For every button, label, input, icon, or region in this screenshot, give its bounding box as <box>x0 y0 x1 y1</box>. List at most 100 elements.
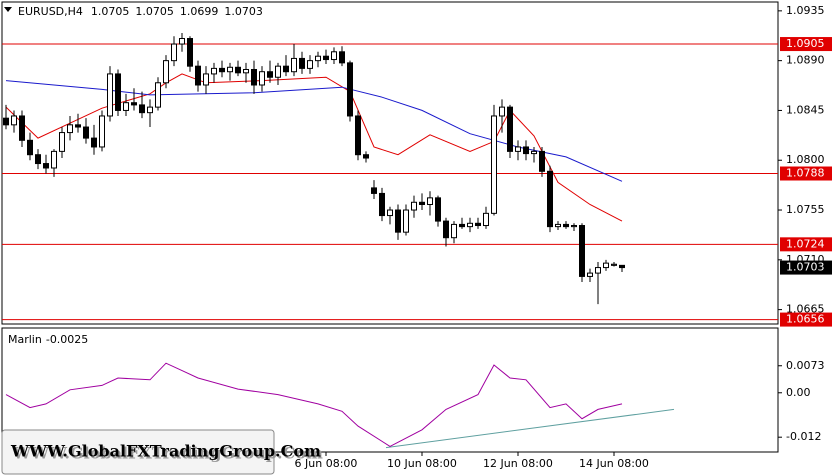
level-label: 1.0905 <box>786 37 825 50</box>
candle-body <box>611 263 617 266</box>
candle-body <box>147 106 153 114</box>
candle-body <box>403 209 409 233</box>
candle-body <box>187 38 193 67</box>
candle-body <box>3 117 9 126</box>
candle-body <box>91 137 97 148</box>
level-label-box <box>780 312 832 327</box>
candle-body <box>619 264 625 269</box>
level-label-box <box>780 237 832 252</box>
candle-body <box>203 73 209 86</box>
candle-body <box>131 102 137 106</box>
candle-body <box>515 146 521 152</box>
y-tick-label: 0.0073 <box>786 359 825 372</box>
candle-body <box>123 102 129 111</box>
candle-body <box>587 272 593 277</box>
indicator-value: -0.0025 <box>46 333 88 346</box>
candle-body <box>571 225 577 228</box>
candle-body <box>355 115 361 156</box>
candle-body <box>547 170 553 228</box>
low-value: 1.0699 <box>180 5 219 18</box>
candle-body <box>43 163 49 169</box>
candle-body <box>51 150 57 169</box>
candle-body <box>443 220 449 239</box>
level-label-box <box>780 37 832 52</box>
candle-body <box>83 126 89 139</box>
candle-body <box>371 187 377 194</box>
candle-body <box>283 65 289 73</box>
candle-body <box>195 65 201 86</box>
candle-body <box>107 73 113 117</box>
last-price-box <box>780 260 832 275</box>
candle-body <box>235 66 241 74</box>
candle-body <box>339 51 345 64</box>
candle-body <box>307 60 313 69</box>
candle-body <box>211 67 217 75</box>
trendline <box>385 408 675 449</box>
candle-body <box>163 60 169 84</box>
x-tick-label: 12 Jun 08:00 <box>483 457 553 470</box>
candle-body <box>331 51 337 61</box>
y-tick-label: 1.0800 <box>786 153 825 166</box>
watermark-shadow: WWW.GlobalFXTradingGroup.Com <box>12 444 323 463</box>
y-tick-label: 0.00 <box>786 386 811 399</box>
y-tick-label: 1.0755 <box>786 203 825 216</box>
candle-body <box>59 132 65 152</box>
candle-body <box>579 225 585 277</box>
candle-body <box>11 115 17 126</box>
candle-body <box>19 115 25 141</box>
x-tick-label: 10 Jun 08:00 <box>387 457 457 470</box>
candle-body <box>563 223 569 228</box>
candle-body <box>395 209 401 233</box>
level-label: 1.0788 <box>786 167 825 180</box>
candle-body <box>523 146 529 155</box>
watermark-box <box>1 429 275 475</box>
chart-title: EURUSD,H4 <box>18 5 83 18</box>
candle-body <box>171 43 177 62</box>
candle-body <box>323 55 329 61</box>
candle-body <box>499 106 505 117</box>
indicator-line <box>5 362 623 447</box>
candle-body <box>291 57 297 73</box>
candle-body <box>603 262 609 269</box>
candle-body <box>275 65 281 78</box>
candle-body <box>435 197 441 222</box>
candle-body <box>459 223 465 228</box>
indicator-name: Marlin <box>8 333 42 346</box>
candle-body <box>139 104 145 114</box>
watermark: WWW.GlobalFXTradingGroup.Com <box>10 442 321 461</box>
candle-body <box>155 82 161 108</box>
candle-body <box>75 124 81 128</box>
candle-body <box>179 38 185 45</box>
last-price-label: 1.0703 <box>786 261 825 274</box>
candle-body <box>483 212 489 227</box>
candle-body <box>27 139 33 156</box>
level-label: 1.0656 <box>786 313 825 326</box>
x-tick-label: 6 Jun 08:00 <box>295 457 358 470</box>
x-tick-label: 14 Jun 08:00 <box>579 457 649 470</box>
high-value: 1.0705 <box>135 5 174 18</box>
candle-body <box>595 267 601 274</box>
level-label: 1.0724 <box>786 237 825 250</box>
candle-body <box>67 124 73 134</box>
candle-body <box>507 106 513 152</box>
candle-body <box>259 71 265 86</box>
candle-body <box>411 201 417 211</box>
candle-body <box>115 73 121 111</box>
candle-body <box>363 154 369 159</box>
candle-body <box>539 150 545 172</box>
candle-body <box>419 201 425 205</box>
y-tick-label: -0.012 <box>786 430 821 443</box>
candle-body <box>315 55 321 62</box>
candle-body <box>379 192 385 217</box>
level-label-box <box>780 166 832 181</box>
candle-body <box>243 68 249 74</box>
candle-body <box>475 222 481 227</box>
overlay-layer: EURUSD,H4 1.0705 1.0705 1.0699 1.0703 Marlin… <box>1 5 323 475</box>
candle-body <box>491 115 497 214</box>
indicator-label: Marlin -0.0025 <box>8 333 88 346</box>
candle-body <box>219 67 225 73</box>
main-plot-frame <box>1 1 779 325</box>
moving-average <box>5 73 623 222</box>
candle-body <box>451 223 457 239</box>
